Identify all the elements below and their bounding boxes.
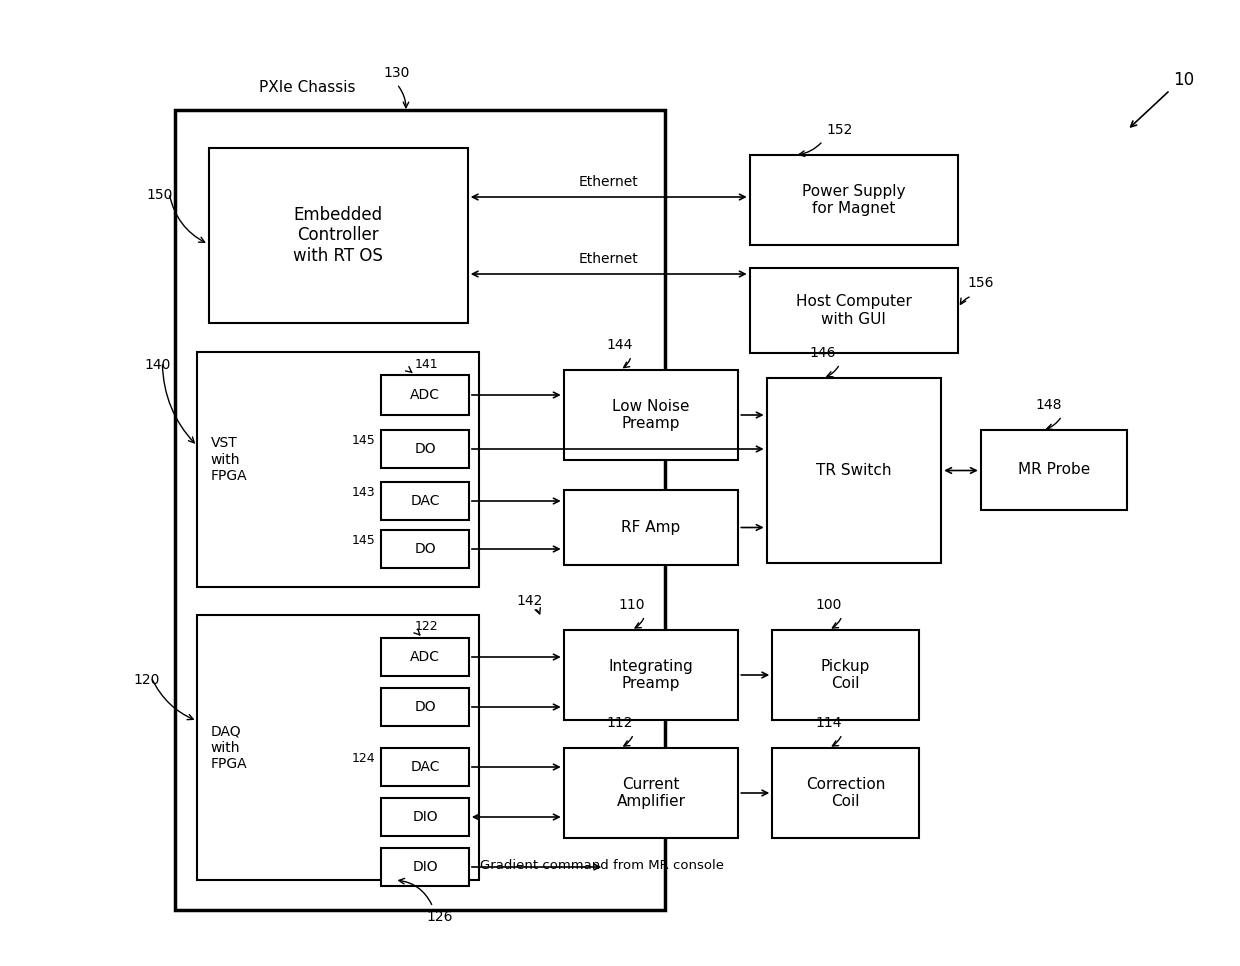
- Bar: [381, 375, 469, 415]
- Bar: [381, 798, 469, 836]
- Text: 143: 143: [352, 486, 376, 498]
- Text: Pickup
Coil: Pickup Coil: [821, 659, 870, 692]
- Text: VST
with
FPGA: VST with FPGA: [211, 437, 248, 483]
- Text: Current
Amplifier: Current Amplifier: [616, 777, 686, 810]
- Bar: [381, 430, 469, 468]
- Text: TR Switch: TR Switch: [816, 463, 892, 478]
- Bar: [197, 615, 479, 880]
- Text: ADC: ADC: [410, 650, 440, 664]
- Text: DIO: DIO: [412, 810, 438, 824]
- Bar: [773, 630, 919, 720]
- Text: DO: DO: [414, 700, 435, 714]
- Text: Ethernet: Ethernet: [579, 252, 639, 266]
- Text: 140: 140: [144, 358, 171, 372]
- Bar: [381, 748, 469, 786]
- Text: 145: 145: [352, 434, 376, 446]
- Bar: [381, 688, 469, 726]
- Bar: [750, 155, 959, 245]
- Text: Power Supply
for Magnet: Power Supply for Magnet: [802, 184, 905, 216]
- Text: Ethernet: Ethernet: [579, 175, 639, 189]
- Text: Gradient command from MR console: Gradient command from MR console: [480, 859, 724, 872]
- Bar: [981, 430, 1127, 510]
- Text: 130: 130: [383, 66, 409, 80]
- Text: 141: 141: [414, 358, 438, 371]
- Text: DO: DO: [414, 442, 435, 456]
- Text: DAC: DAC: [410, 760, 440, 774]
- Text: 142: 142: [517, 594, 543, 608]
- Bar: [773, 748, 919, 838]
- Text: PXIe Chassis: PXIe Chassis: [259, 80, 356, 95]
- Text: DIO: DIO: [412, 860, 438, 874]
- Text: 146: 146: [810, 346, 836, 360]
- Bar: [175, 110, 665, 910]
- Text: 112: 112: [606, 716, 634, 730]
- Bar: [208, 148, 467, 323]
- Text: DAC: DAC: [410, 494, 440, 508]
- Bar: [766, 378, 941, 563]
- Text: 110: 110: [618, 598, 645, 612]
- Text: DAQ
with
FPGA: DAQ with FPGA: [211, 724, 248, 771]
- Text: Correction
Coil: Correction Coil: [806, 777, 885, 810]
- Text: 145: 145: [352, 533, 376, 547]
- Text: 120: 120: [133, 673, 160, 687]
- Text: 144: 144: [606, 338, 634, 352]
- Text: 148: 148: [1035, 398, 1061, 412]
- Text: 126: 126: [427, 910, 453, 924]
- Bar: [197, 352, 479, 587]
- Text: 10: 10: [1173, 71, 1194, 89]
- Text: Integrating
Preamp: Integrating Preamp: [609, 659, 693, 692]
- Text: 150: 150: [146, 188, 172, 202]
- Bar: [381, 482, 469, 520]
- Bar: [381, 848, 469, 886]
- Bar: [381, 638, 469, 676]
- Text: MR Probe: MR Probe: [1018, 463, 1090, 477]
- Text: 122: 122: [414, 620, 438, 633]
- Text: DO: DO: [414, 542, 435, 556]
- Text: Host Computer
with GUI: Host Computer with GUI: [796, 295, 911, 327]
- Bar: [564, 748, 738, 838]
- Text: 100: 100: [816, 598, 842, 612]
- Bar: [750, 268, 959, 353]
- Text: 114: 114: [815, 716, 842, 730]
- Bar: [564, 370, 738, 460]
- Text: Low Noise
Preamp: Low Noise Preamp: [613, 399, 689, 431]
- Bar: [564, 490, 738, 565]
- Bar: [381, 530, 469, 568]
- Text: RF Amp: RF Amp: [621, 520, 681, 535]
- Text: ADC: ADC: [410, 388, 440, 402]
- Text: 152: 152: [827, 123, 853, 137]
- Bar: [564, 630, 738, 720]
- Text: Embedded
Controller
with RT OS: Embedded Controller with RT OS: [293, 206, 383, 266]
- Text: 124: 124: [352, 752, 376, 764]
- Text: 156: 156: [967, 276, 993, 290]
